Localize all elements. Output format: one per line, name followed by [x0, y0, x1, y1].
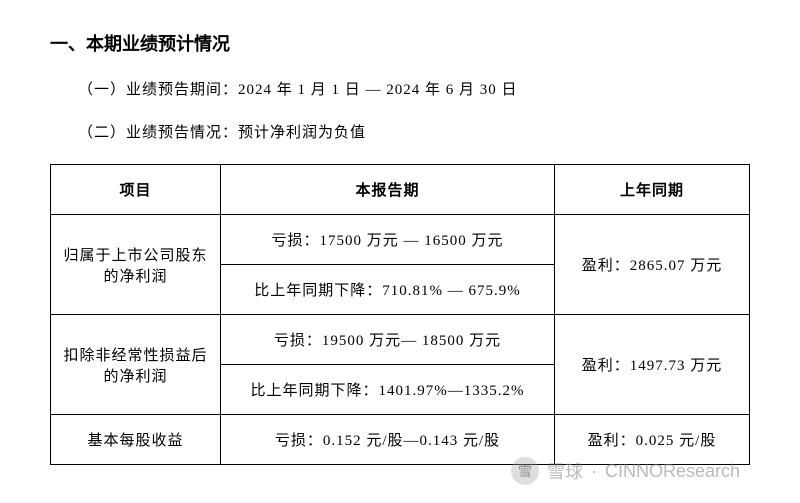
row-label: 归属于上市公司股东的净利润: [51, 215, 221, 315]
earnings-table: 项目 本报告期 上年同期 归属于上市公司股东的净利润 亏损：17500 万元 —…: [50, 164, 750, 465]
cell-yoy-change: 比上年同期下降：1401.97%—1335.2%: [221, 365, 555, 415]
cell-current-loss: 亏损：19500 万元— 18500 万元: [221, 315, 555, 365]
cell-eps: 亏损：0.152 元/股—0.143 元/股: [221, 415, 555, 465]
cell-prior: 盈利：0.025 元/股: [555, 415, 750, 465]
table-row: 扣除非经常性损益后的净利润 亏损：19500 万元— 18500 万元 盈利：1…: [51, 315, 750, 365]
table-row: 归属于上市公司股东的净利润 亏损：17500 万元 — 16500 万元 盈利：…: [51, 215, 750, 265]
col-header-prior: 上年同期: [555, 165, 750, 215]
section-heading: 一、本期业绩预计情况: [50, 30, 750, 56]
cell-yoy-change: 比上年同期下降：710.81% — 675.9%: [221, 265, 555, 315]
forecast-status-line: （二）业绩预告情况：预计净利润为负值: [78, 121, 750, 142]
cell-prior: 盈利：1497.73 万元: [555, 315, 750, 415]
forecast-period-line: （一）业绩预告期间：2024 年 1 月 1 日 — 2024 年 6 月 30…: [78, 78, 750, 99]
col-header-current: 本报告期: [221, 165, 555, 215]
table-row: 基本每股收益 亏损：0.152 元/股—0.143 元/股 盈利：0.025 元…: [51, 415, 750, 465]
table-header-row: 项目 本报告期 上年同期: [51, 165, 750, 215]
col-header-item: 项目: [51, 165, 221, 215]
row-label: 基本每股收益: [51, 415, 221, 465]
row-label: 扣除非经常性损益后的净利润: [51, 315, 221, 415]
cell-prior: 盈利：2865.07 万元: [555, 215, 750, 315]
cell-current-loss: 亏损：17500 万元 — 16500 万元: [221, 215, 555, 265]
